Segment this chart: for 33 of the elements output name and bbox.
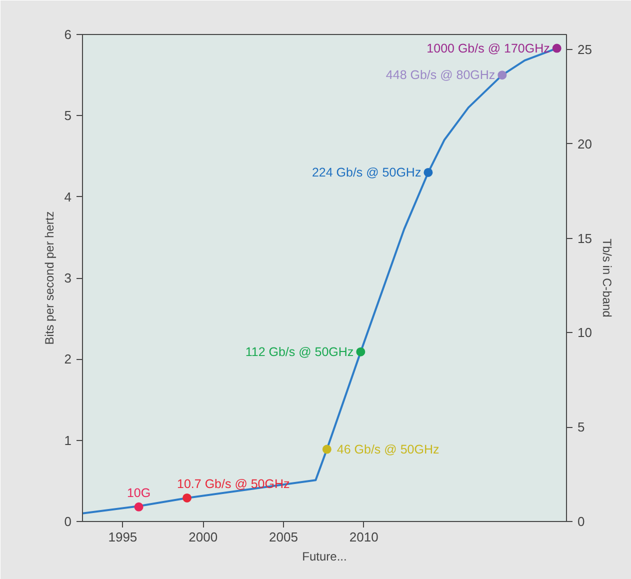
point bbox=[356, 347, 366, 356]
series-label: 448 Gb/s @ 80GHz bbox=[386, 68, 496, 82]
y-tick-label: 3 bbox=[64, 270, 72, 286]
x-tick-label: 2000 bbox=[188, 530, 218, 544]
x-axis-title: Future... bbox=[302, 550, 347, 564]
series-label: 46 Gb/s @ 50GHz bbox=[336, 442, 440, 456]
y2-tick-label: 10 bbox=[578, 325, 592, 340]
point bbox=[424, 168, 433, 177]
x-tick-label: 2010 bbox=[349, 530, 378, 544]
series-label: 10G bbox=[126, 486, 151, 500]
y2-tick-label: 25 bbox=[578, 42, 592, 58]
y-axis-title: Bits per second per hertz bbox=[42, 211, 56, 345]
y-tick-label: 2 bbox=[64, 352, 72, 367]
series-label: 224 Gb/s @ 50GHz bbox=[312, 165, 422, 180]
y2-tick-label: 20 bbox=[578, 136, 592, 152]
point bbox=[182, 493, 192, 502]
series-label: 112 Gb/s @ 50GHz bbox=[245, 344, 354, 359]
y2-tick-label: 5 bbox=[578, 420, 585, 435]
point bbox=[134, 502, 144, 512]
y-tick-label: 5 bbox=[64, 108, 72, 124]
y2-tick-label: 0 bbox=[578, 514, 585, 529]
y-tick-label: 1 bbox=[64, 432, 72, 448]
point bbox=[552, 44, 562, 53]
x-tick-label: 1995 bbox=[108, 530, 138, 544]
point bbox=[498, 70, 507, 80]
series-label: 1000 Gb/s @ 170GHz bbox=[426, 41, 550, 56]
y-tick-label: 6 bbox=[64, 27, 72, 42]
x-tick-label: 2005 bbox=[269, 530, 298, 544]
y-tick-label: 4 bbox=[64, 189, 72, 204]
y-tick-label: 0 bbox=[64, 514, 72, 529]
y2-tick-label: 15 bbox=[578, 230, 592, 246]
point bbox=[322, 444, 332, 454]
y2-axis-title: Tb/s in C-band bbox=[600, 238, 614, 318]
